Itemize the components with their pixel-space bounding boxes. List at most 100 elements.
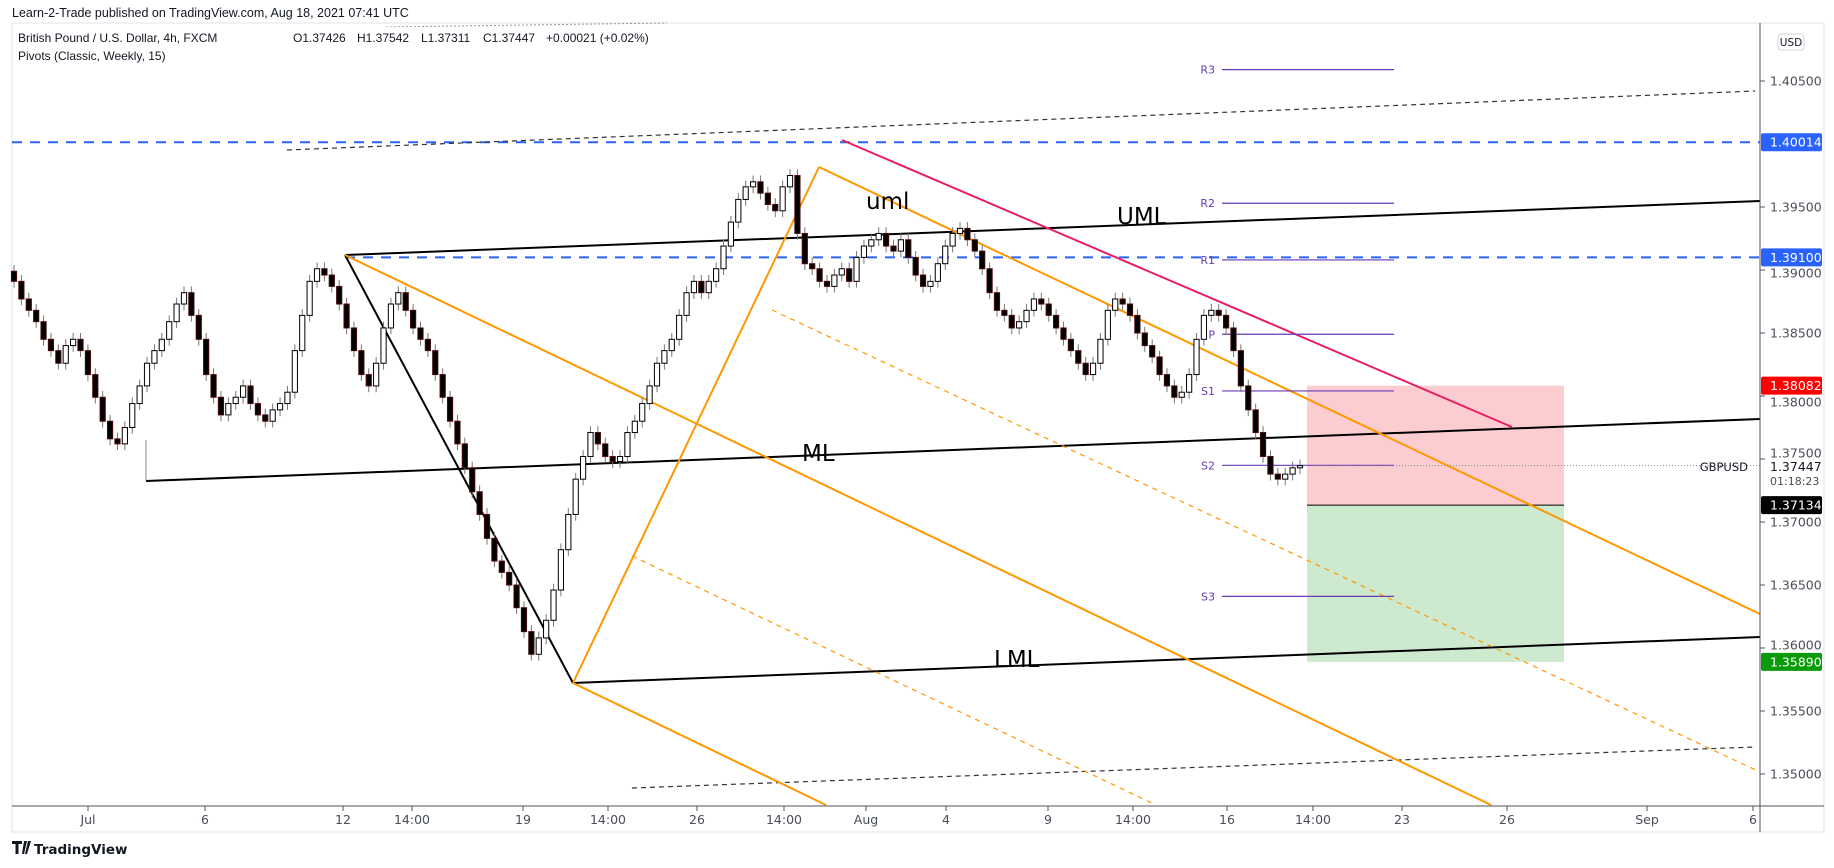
candle — [402, 286, 409, 317]
orange-lower-line — [572, 682, 827, 806]
candle-body — [1186, 374, 1193, 393]
candle — [1112, 292, 1119, 317]
candles-layer — [10, 169, 1304, 661]
candle-body — [254, 403, 261, 416]
candle — [653, 356, 661, 393]
candle — [1171, 379, 1178, 404]
time-tick-label: 14:00 — [1295, 812, 1331, 827]
svg-text:USD[interactable]: USD — [1780, 37, 1802, 49]
candle-body — [432, 350, 439, 376]
candle — [1149, 339, 1156, 364]
pivot-label-s2: S2 — [1201, 459, 1215, 472]
candle — [646, 379, 653, 410]
candle — [195, 309, 202, 346]
orange-median-line — [344, 254, 1492, 806]
candle-body — [919, 274, 927, 287]
candle — [10, 264, 18, 288]
candle — [143, 356, 151, 393]
candle — [136, 379, 143, 410]
candle-body — [764, 192, 771, 205]
candle — [40, 315, 47, 346]
candle — [905, 233, 912, 264]
candle-body — [520, 607, 528, 633]
stop-loss-badge-bg — [1761, 376, 1822, 395]
candle — [313, 262, 321, 288]
candle-body — [1230, 327, 1237, 352]
candle-body — [350, 327, 358, 352]
candle-body — [890, 245, 897, 252]
candle — [1016, 315, 1023, 335]
usd-button[interactable]: USD — [1777, 33, 1805, 51]
level-badge-2: 1.39100 — [1770, 250, 1822, 265]
candle-body — [1178, 391, 1185, 398]
candle — [609, 450, 616, 468]
candle-body — [498, 560, 505, 573]
candle-body — [579, 455, 587, 480]
price-tick-label: 1.35500 — [1770, 704, 1822, 719]
candle-body — [469, 467, 476, 493]
level-badge-2-bg — [1761, 248, 1822, 267]
candle-body — [653, 362, 661, 387]
time-axis[interactable]: Jul 6 12 14:00 19 14:00 26 14:00 Aug 4 9 14:00 16 14:… — [79, 806, 1757, 827]
price-tick-label: 1.40500 — [1770, 74, 1822, 89]
candle-body — [1222, 314, 1230, 329]
candle-body — [698, 280, 705, 294]
candle-body — [1023, 309, 1030, 323]
candle — [1178, 385, 1185, 404]
legend: British Pound / U.S. Dollar, 4h, FXCM O1… — [14, 27, 649, 67]
candle-body — [949, 232, 956, 247]
candle — [269, 403, 276, 428]
candle — [365, 368, 372, 393]
candle — [528, 625, 535, 661]
candle — [350, 321, 358, 357]
candle-body — [986, 268, 993, 294]
candle-body — [1296, 465, 1304, 469]
candle — [971, 233, 978, 258]
candle-body — [121, 427, 128, 445]
candle-body — [1267, 455, 1274, 475]
indicator-label[interactable]: Pivots (Classic, Weekly, 15) — [18, 49, 166, 63]
candle-body — [99, 396, 106, 422]
candle-body — [956, 227, 964, 234]
tradingview-logo[interactable]: TradingView — [12, 841, 128, 858]
candle — [77, 333, 84, 357]
pivot-label-p: P — [1208, 328, 1215, 341]
candle-body — [506, 571, 513, 586]
candle-body — [1126, 303, 1134, 316]
candle-body — [40, 321, 47, 340]
pitchfork-handle — [344, 254, 574, 684]
price-axis[interactable]: 1.40500 1.39500 1.39000 1.38500 1.38000 1.375… — [1760, 74, 1822, 782]
candle-body — [557, 549, 565, 591]
candle — [129, 397, 136, 434]
candle — [786, 169, 794, 194]
candle-body — [1097, 338, 1104, 364]
candle — [986, 262, 993, 299]
candle-body — [1030, 298, 1038, 311]
candle — [173, 297, 180, 328]
candle — [816, 262, 823, 288]
candle — [483, 508, 491, 545]
candle-body — [631, 420, 638, 434]
candle-body — [410, 309, 417, 329]
candle — [232, 390, 239, 410]
candle — [166, 315, 173, 346]
candle — [668, 333, 675, 357]
ohlc-high: H1.37542 — [357, 31, 409, 45]
candle — [291, 344, 298, 399]
candle — [114, 432, 121, 451]
candle-body — [897, 239, 904, 252]
candle — [395, 286, 402, 311]
candle — [1296, 459, 1304, 475]
candle-body — [291, 350, 298, 393]
candle — [1141, 326, 1148, 352]
candle-body — [247, 385, 254, 405]
candle — [254, 397, 261, 422]
candle — [942, 239, 949, 270]
candle — [1104, 304, 1111, 346]
candle-body — [905, 239, 912, 258]
time-tick-label: 14:00 — [590, 812, 626, 827]
candle-body — [439, 374, 446, 398]
candle — [883, 227, 890, 253]
candle — [1230, 321, 1237, 357]
